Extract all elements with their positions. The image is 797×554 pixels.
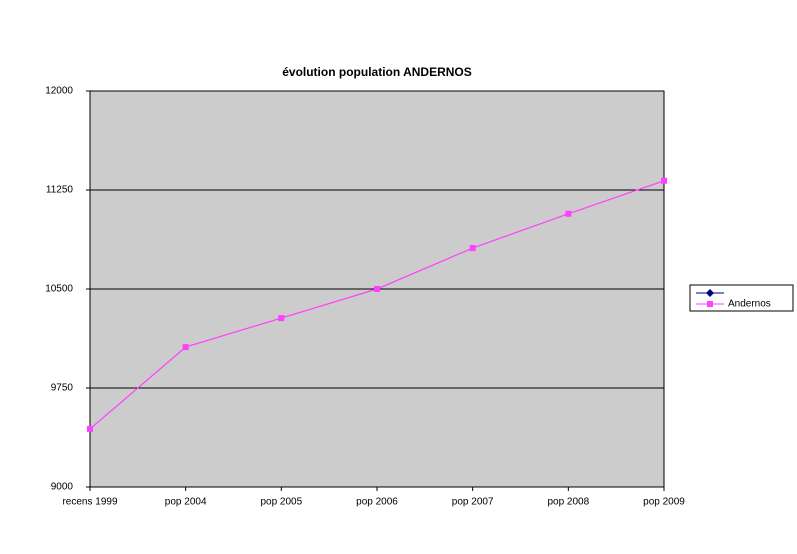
- y-tick-label: 12000: [45, 86, 73, 97]
- y-tick-label: 9750: [51, 383, 74, 394]
- legend-label: Andernos: [728, 299, 771, 310]
- x-tick-label: pop 2004: [165, 497, 207, 508]
- x-tick-label: recens 1999: [62, 497, 117, 508]
- x-tick-label: pop 2008: [547, 497, 589, 508]
- y-tick-label: 10500: [45, 284, 73, 295]
- x-tick-label: pop 2005: [260, 497, 302, 508]
- x-tick-label: pop 2007: [452, 497, 494, 508]
- point: [278, 315, 285, 322]
- point: [87, 425, 93, 432]
- point: [661, 177, 667, 184]
- chart-title: évolution population ANDERNOS: [282, 65, 472, 79]
- point: [565, 210, 572, 217]
- y-tick-label: 9000: [51, 482, 74, 493]
- point: [469, 245, 476, 252]
- x-tick-label: pop 2006: [356, 497, 398, 508]
- legend-marker: [706, 289, 714, 297]
- legend-marker: [707, 301, 713, 307]
- point: [182, 344, 189, 351]
- x-tick-label: pop 2009: [643, 497, 685, 508]
- point: [374, 286, 380, 292]
- y-tick-label: 11250: [46, 185, 74, 196]
